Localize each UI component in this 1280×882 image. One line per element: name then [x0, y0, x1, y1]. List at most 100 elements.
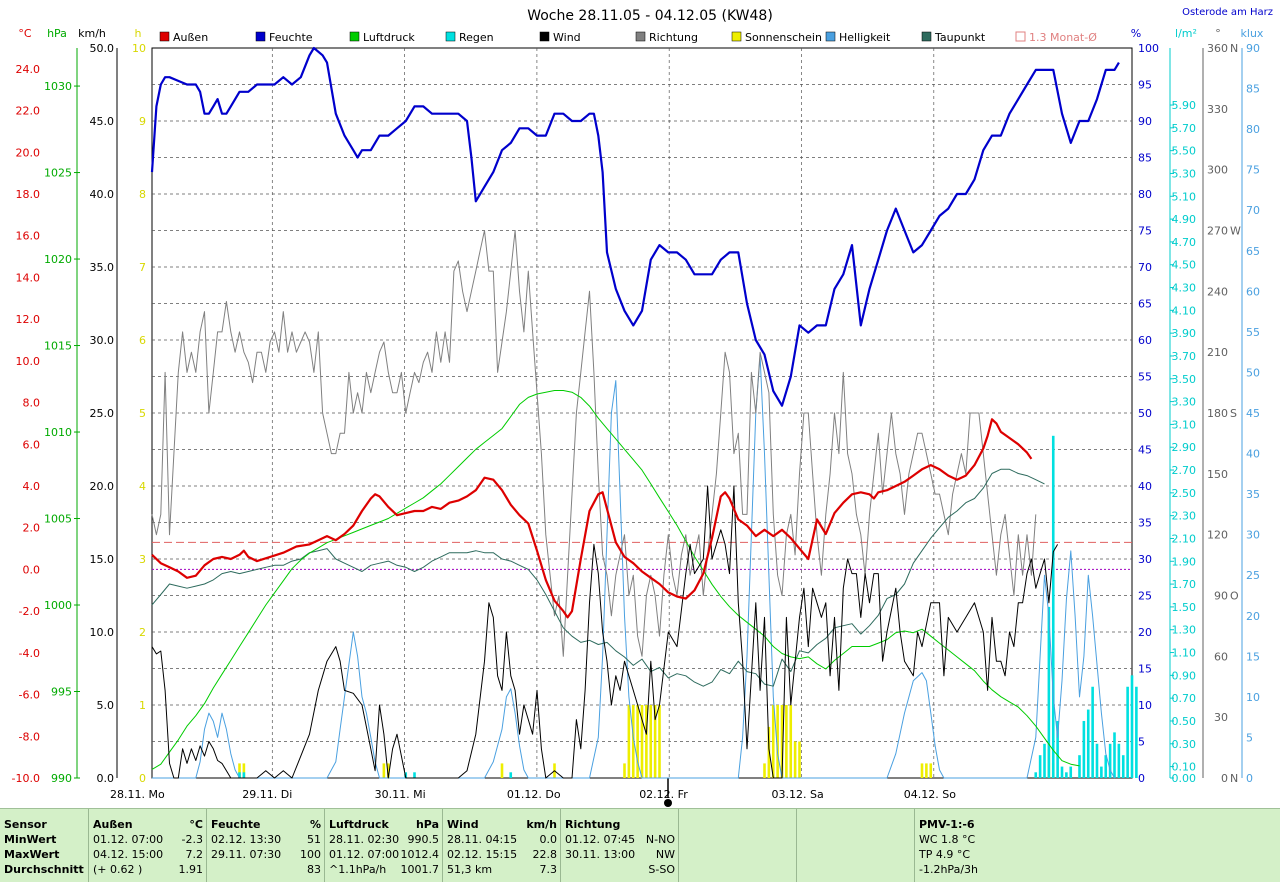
temp-tick: 18.0 — [16, 188, 41, 201]
humidity-tick: 25 — [1138, 590, 1152, 603]
sun-tick: 5 — [139, 407, 146, 420]
temp-tick: -4.0 — [19, 647, 40, 660]
legend-swatch — [159, 31, 170, 42]
rain-bar — [1095, 743, 1099, 778]
direction-tick-letter: N — [1230, 42, 1238, 55]
rain-tick: 2.70 — [1172, 464, 1197, 477]
humidity-tick: 15 — [1138, 663, 1152, 676]
temp-tick: 6.0 — [23, 438, 41, 451]
brightness-unit: klux — [1241, 27, 1264, 40]
direction-tick: 90 — [1214, 590, 1228, 603]
rain-tick: 4.70 — [1172, 236, 1197, 249]
direction-tick-letter: S — [1230, 407, 1237, 420]
aussen-unit: °C — [189, 818, 203, 831]
humidity-tick: 0 — [1138, 772, 1145, 785]
rain-tick: 2.10 — [1172, 532, 1197, 545]
rain-bar — [242, 772, 246, 778]
sun-tick: 1 — [139, 699, 146, 712]
wind-avg-val: 7.3 — [539, 863, 558, 876]
sunshine-bar — [925, 763, 928, 778]
sunshine-bar — [386, 763, 390, 778]
brightness-tick: 80 — [1246, 123, 1260, 136]
sun-tick: 9 — [139, 115, 146, 128]
rain-bar — [509, 772, 513, 778]
rain-bar — [1121, 755, 1125, 778]
temp-tick: 14.0 — [16, 271, 41, 284]
stats-footer: Sensor MinWert MaxWert Durchschnitt Auße… — [0, 808, 1280, 882]
plot-area — [150, 46, 1138, 779]
brightness-tick: 45 — [1246, 407, 1260, 420]
temp-tick: 0.0 — [23, 563, 41, 576]
wind-tick: 0.0 — [97, 772, 115, 785]
temp-tick: 8.0 — [23, 397, 41, 410]
temp-tick: 24.0 — [16, 63, 41, 76]
legend-label: Luftdruck — [363, 31, 415, 44]
direction-tick: 330 — [1207, 103, 1228, 116]
aussen-header: Außen — [93, 818, 133, 831]
luftdruck-avg-note: ^1.1hPa/h — [329, 863, 387, 876]
humidity-tick: 80 — [1138, 188, 1152, 201]
sunshine-bar — [771, 705, 775, 778]
humidity-tick: 50 — [1138, 407, 1152, 420]
stats-labels: Sensor MinWert MaxWert Durchschnitt — [0, 809, 88, 882]
temp-tick: -10.0 — [12, 772, 40, 785]
rain-tick: 2.30 — [1172, 510, 1197, 523]
brightness-tick: 10 — [1246, 691, 1260, 704]
stats-luftdruck: Luftdruck hPa 28.11. 02:30 990.5 01.12. 07… — [324, 809, 443, 882]
pressure-tick: 1025 — [44, 167, 72, 180]
brightness-tick: 25 — [1246, 569, 1260, 582]
rain-tick: 3.90 — [1172, 327, 1197, 340]
brightness-tick: 70 — [1246, 204, 1260, 217]
sunshine-bar — [798, 741, 801, 778]
series-feuchte — [150, 46, 1120, 407]
sunshine-bar — [785, 705, 788, 778]
rain-bar — [1043, 743, 1046, 778]
sunshine-bar — [929, 763, 933, 778]
legend-swatch — [731, 31, 742, 42]
pmv-wc: WC 1.8 °C — [919, 833, 976, 846]
rain-tick: 1.90 — [1172, 555, 1197, 568]
sunshine-bar — [500, 763, 504, 778]
rain-bar — [1100, 766, 1103, 778]
legend-label: Sonnenschein — [745, 31, 822, 44]
direction-tick: 300 — [1207, 164, 1228, 177]
legend-swatch — [921, 31, 932, 42]
wind-min-time: 28.11. 04:15 — [447, 833, 518, 846]
temp-unit: °C — [18, 27, 32, 40]
axes: 28.11. Mo 29.11. Di 30.11. Mi 01.12. Do 02.1… — [12, 27, 1264, 807]
luftdruck-max-val: 1012.4 — [400, 848, 440, 861]
rain-bar — [1135, 686, 1138, 778]
sunshine-bar — [645, 705, 648, 778]
aussen-max-time: 04.12. 15:00 — [93, 848, 164, 861]
wind-max-time: 02.12. 15:15 — [447, 848, 518, 861]
sunshine-bar — [636, 705, 639, 778]
rain-tick: 0.10 — [1172, 761, 1197, 774]
direction-tick: 150 — [1207, 468, 1228, 481]
richtung-max-time: 30.11. 13:00 — [565, 848, 636, 861]
pressure-tick: 995 — [51, 686, 72, 699]
brightness-tick: 55 — [1246, 326, 1260, 339]
label-min: MinWert — [4, 833, 57, 846]
wind-unit: km/h — [78, 27, 106, 40]
pressure-tick: 990 — [51, 772, 72, 785]
rain-tick: 5.90 — [1172, 99, 1197, 112]
wind-tick: 10.0 — [90, 626, 115, 639]
feuchte-max-val: 100 — [300, 848, 321, 861]
legend-swatch — [825, 31, 836, 42]
humidity-tick: 5 — [1138, 736, 1145, 749]
rain-bar — [1065, 772, 1068, 778]
rain-tick: 4.10 — [1172, 304, 1197, 317]
brightness-tick: 30 — [1246, 529, 1260, 542]
luftdruck-header: Luftdruck — [329, 818, 389, 831]
pressure-tick: 1020 — [44, 253, 72, 266]
humidity-tick: 30 — [1138, 553, 1152, 566]
wind-tick: 40.0 — [90, 188, 115, 201]
direction-tick-letter: W — [1230, 225, 1241, 238]
sun-tick: 0 — [139, 772, 146, 785]
humidity-tick: 45 — [1138, 444, 1152, 457]
aussen-max-val: 7.2 — [185, 848, 204, 861]
rain-tick: 3.50 — [1172, 373, 1197, 386]
temp-tick: 22.0 — [16, 105, 41, 118]
rain-bar — [1126, 686, 1129, 778]
temp-tick: 16.0 — [16, 230, 41, 243]
